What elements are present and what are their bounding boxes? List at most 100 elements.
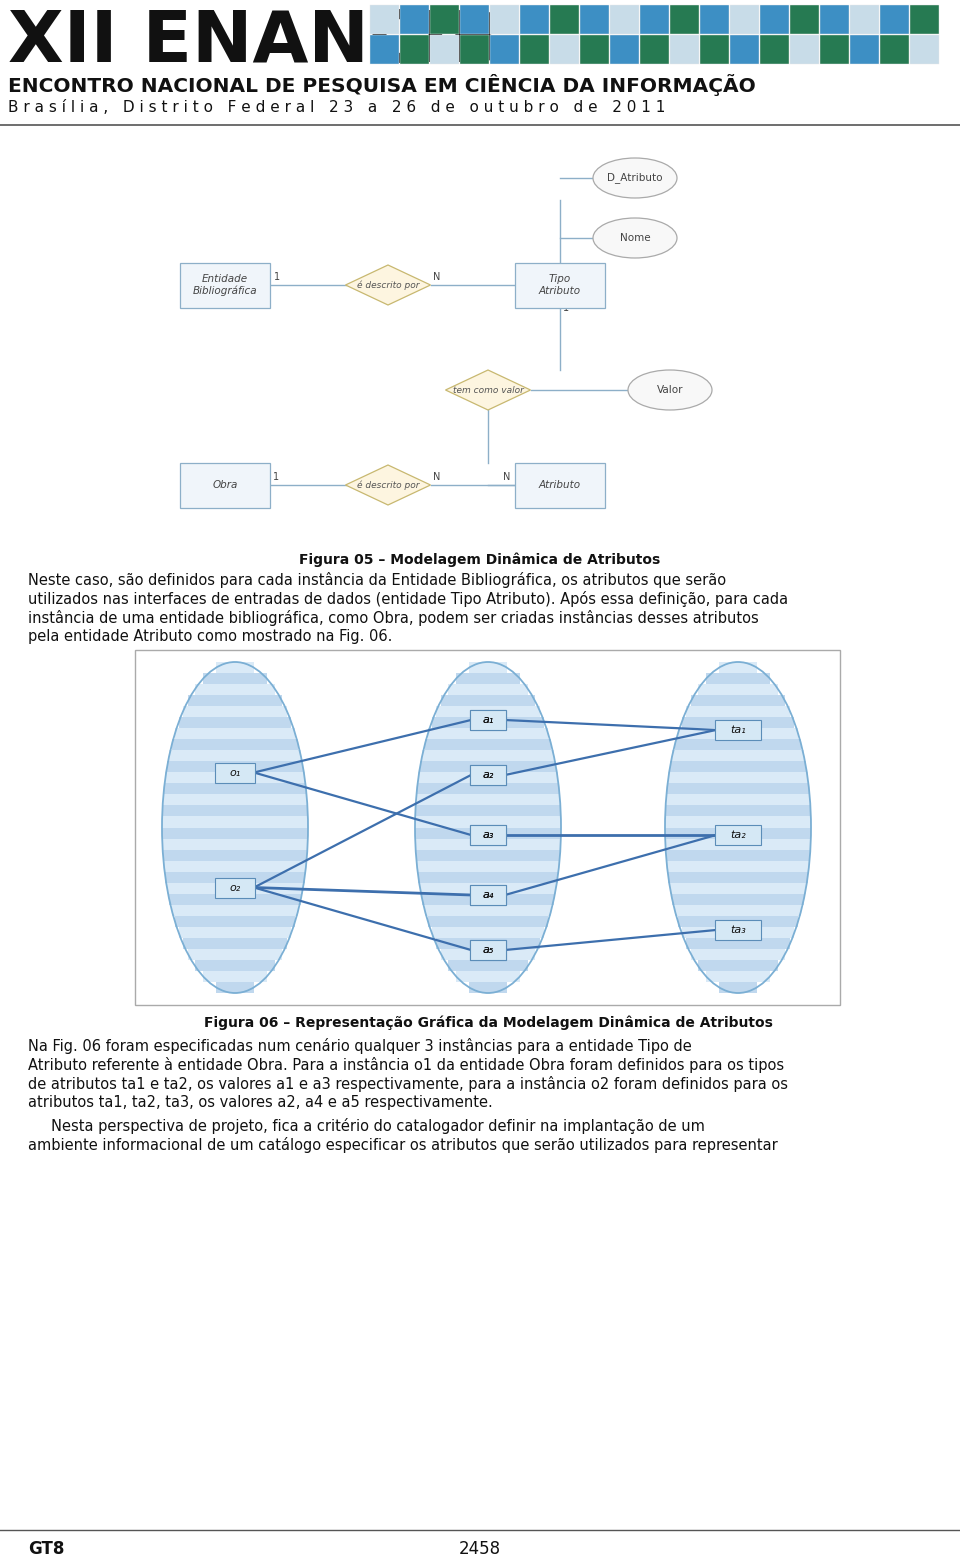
Text: ambiente informacional de um catálogo especificar os atributos que serão utiliza: ambiente informacional de um catálogo es…: [28, 1137, 778, 1154]
Bar: [162, 817, 308, 828]
Bar: [520, 5, 549, 34]
Bar: [698, 960, 779, 971]
Bar: [460, 5, 489, 34]
Bar: [400, 34, 429, 64]
Bar: [164, 783, 306, 795]
Bar: [760, 5, 789, 34]
Bar: [668, 871, 807, 882]
Bar: [167, 882, 303, 893]
Bar: [456, 673, 519, 684]
Text: D_Atributo: D_Atributo: [608, 173, 662, 184]
Bar: [672, 893, 804, 904]
Bar: [730, 34, 759, 64]
Bar: [419, 772, 558, 783]
Bar: [370, 5, 399, 34]
Text: Nome: Nome: [620, 232, 650, 243]
Bar: [442, 949, 535, 960]
Bar: [490, 34, 519, 64]
Bar: [172, 739, 299, 750]
Bar: [162, 839, 307, 850]
FancyBboxPatch shape: [470, 825, 506, 845]
Bar: [422, 893, 554, 904]
Bar: [666, 850, 810, 861]
Bar: [428, 915, 548, 926]
Text: tem como valor: tem como valor: [452, 385, 523, 394]
Bar: [640, 5, 669, 34]
Bar: [691, 949, 785, 960]
Text: a₂: a₂: [482, 770, 493, 780]
Text: ENCONTRO NACIONAL DE PESQUISA EM CIÊNCIA DA INFORMAÇÃO: ENCONTRO NACIONAL DE PESQUISA EM CIÊNCIA…: [8, 73, 756, 97]
Text: Nesta perspectiva de projeto, fica a critério do catalogador definir na implanta: Nesta perspectiva de projeto, fica a cri…: [28, 1118, 705, 1133]
Bar: [162, 806, 307, 817]
Text: GT8: GT8: [28, 1540, 64, 1557]
Text: o₂: o₂: [229, 882, 241, 892]
Bar: [670, 761, 805, 772]
Bar: [188, 949, 282, 960]
Text: Tipo
Atributo: Tipo Atributo: [539, 274, 581, 296]
Bar: [175, 728, 295, 739]
Bar: [169, 750, 300, 761]
Bar: [415, 817, 561, 828]
Text: a₃: a₃: [482, 829, 493, 840]
Text: a₃: a₃: [482, 829, 493, 840]
Bar: [700, 5, 729, 34]
FancyBboxPatch shape: [180, 463, 270, 508]
Bar: [428, 728, 548, 739]
Text: B r a s í l i a ,   D i s t r i t o   F e d e r a l   2 3   a   2 6   d e   o u : B r a s í l i a , D i s t r i t o F e d …: [8, 100, 665, 115]
Bar: [431, 926, 544, 939]
Bar: [707, 971, 770, 982]
Bar: [820, 34, 849, 64]
Bar: [910, 34, 939, 64]
Bar: [678, 728, 798, 739]
Bar: [456, 971, 519, 982]
Ellipse shape: [593, 157, 677, 198]
Bar: [469, 663, 507, 673]
FancyBboxPatch shape: [470, 886, 506, 906]
Bar: [430, 5, 459, 34]
Ellipse shape: [593, 218, 677, 257]
Bar: [880, 34, 909, 64]
Text: a₁: a₁: [482, 716, 493, 725]
Bar: [730, 5, 759, 34]
FancyBboxPatch shape: [715, 825, 761, 845]
Text: ta₁: ta₁: [731, 725, 746, 734]
Bar: [460, 34, 489, 64]
Text: é descrito por: é descrito por: [357, 480, 420, 490]
Ellipse shape: [628, 369, 712, 410]
Text: 1: 1: [563, 302, 569, 312]
FancyBboxPatch shape: [470, 709, 506, 730]
Text: a₅: a₅: [482, 945, 493, 956]
Bar: [420, 761, 556, 772]
Bar: [430, 34, 459, 64]
Bar: [182, 706, 287, 717]
Bar: [682, 717, 795, 728]
Text: ta₃: ta₃: [731, 924, 746, 935]
Bar: [820, 5, 849, 34]
FancyBboxPatch shape: [515, 463, 605, 508]
FancyBboxPatch shape: [470, 709, 506, 730]
FancyBboxPatch shape: [470, 886, 506, 906]
Bar: [550, 34, 579, 64]
Bar: [204, 971, 267, 982]
Bar: [610, 34, 639, 64]
Bar: [163, 850, 307, 861]
Text: Entidade
Bibliográfica: Entidade Bibliográfica: [193, 274, 257, 296]
Text: Figura 06 – Representação Gráfica da Modelagem Dinâmica de Atributos: Figura 06 – Representação Gráfica da Mod…: [204, 1015, 773, 1029]
Bar: [670, 882, 805, 893]
Bar: [691, 695, 785, 706]
Text: 2458: 2458: [459, 1540, 501, 1557]
Bar: [670, 5, 699, 34]
Bar: [665, 828, 811, 839]
Bar: [416, 806, 561, 817]
Bar: [469, 982, 507, 993]
Text: a₄: a₄: [482, 890, 493, 900]
Bar: [580, 5, 609, 34]
Polygon shape: [346, 465, 430, 505]
Bar: [719, 982, 756, 993]
Bar: [164, 861, 306, 871]
Bar: [165, 871, 304, 882]
Bar: [880, 5, 909, 34]
Text: Na Fig. 06 foram especificadas num cenário qualquer 3 instâncias para a entidade: Na Fig. 06 foram especificadas num cenár…: [28, 1038, 692, 1054]
Bar: [850, 34, 879, 64]
Text: a₂: a₂: [482, 770, 493, 780]
